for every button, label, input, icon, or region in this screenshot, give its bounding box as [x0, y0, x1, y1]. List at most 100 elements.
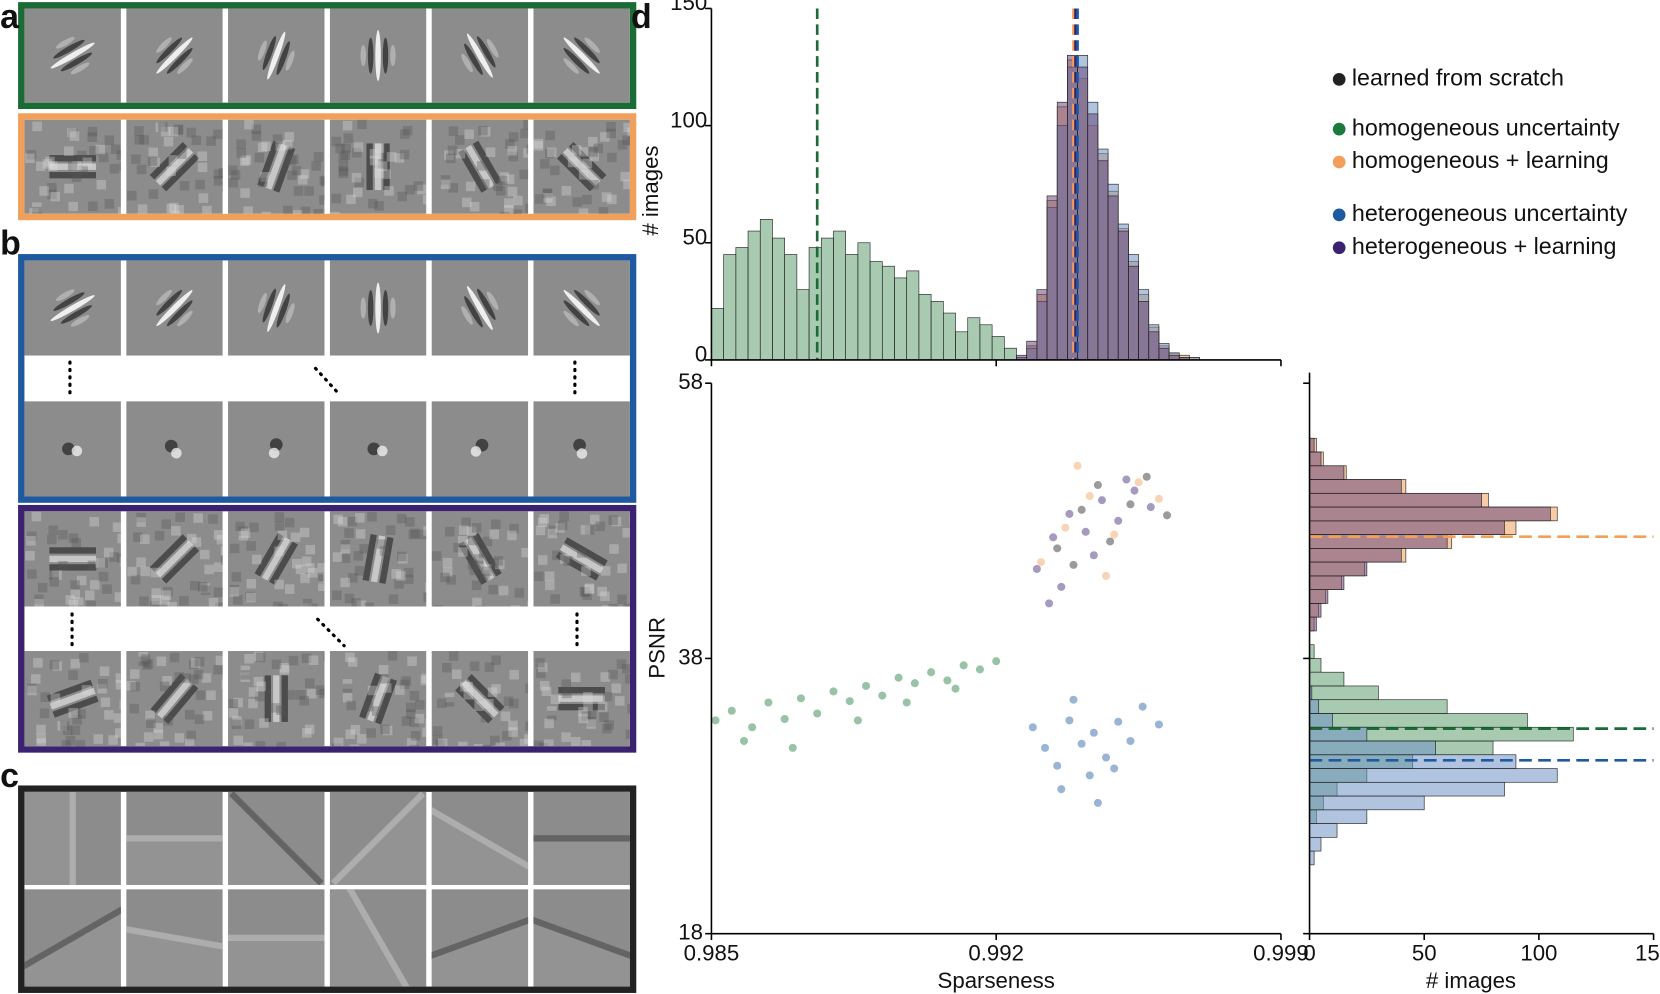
stripe — [53, 292, 85, 311]
edge — [330, 791, 426, 885]
stripe — [382, 290, 389, 327]
filter-tile — [228, 8, 325, 103]
noise — [491, 684, 501, 694]
filter-tile — [228, 119, 325, 214]
noise — [435, 739, 446, 747]
noise — [244, 719, 255, 729]
tile-pattern — [330, 791, 427, 885]
noise — [213, 587, 223, 598]
noise — [560, 554, 570, 564]
noise — [304, 186, 314, 196]
noise — [50, 693, 61, 703]
noise — [71, 707, 81, 717]
scatter-point — [902, 698, 911, 707]
noise — [251, 131, 262, 141]
noise — [239, 156, 250, 166]
scatter-point — [1093, 798, 1102, 807]
hist-bar — [1077, 66, 1089, 361]
noise — [113, 713, 121, 723]
noise — [320, 177, 325, 187]
noise — [246, 592, 256, 603]
noise — [345, 652, 355, 663]
noise — [270, 703, 280, 713]
stripe — [155, 148, 194, 186]
hist-bar — [1309, 740, 1436, 756]
noise — [385, 525, 396, 535]
noise — [78, 165, 89, 176]
noise — [415, 699, 425, 710]
noise — [195, 179, 205, 190]
noise — [315, 685, 325, 695]
stripe — [49, 564, 96, 571]
noise — [474, 560, 484, 571]
noise — [396, 513, 407, 524]
noise — [134, 134, 144, 145]
noise — [147, 156, 158, 166]
scatter-point — [739, 736, 749, 746]
hist-bar — [942, 312, 956, 361]
noise — [478, 548, 489, 558]
noise — [131, 154, 141, 164]
noise — [578, 713, 588, 724]
noise — [423, 194, 427, 205]
noise — [447, 145, 458, 156]
edge — [533, 835, 630, 842]
noise — [173, 124, 184, 135]
noise — [27, 685, 37, 696]
tile-pattern — [254, 532, 299, 585]
scatter-point — [1089, 728, 1098, 737]
noise — [423, 592, 427, 603]
noise — [117, 533, 121, 544]
filter-tile — [126, 401, 223, 497]
noise — [354, 177, 365, 188]
noise — [460, 681, 470, 692]
noise — [509, 669, 519, 680]
noise — [507, 213, 518, 214]
edge — [431, 913, 529, 963]
noise — [251, 124, 262, 134]
noise — [245, 591, 255, 602]
noise — [32, 202, 42, 212]
stripe — [60, 52, 93, 72]
noise — [583, 701, 593, 711]
noise — [260, 172, 270, 182]
noise — [578, 208, 589, 214]
noise — [184, 738, 195, 747]
noise — [308, 603, 318, 607]
hist-bar — [1026, 340, 1038, 361]
noise — [81, 685, 92, 695]
noise — [485, 147, 496, 157]
scatter-point — [975, 665, 984, 674]
noise — [26, 535, 36, 546]
noise — [168, 155, 179, 165]
stripe — [465, 537, 495, 581]
noise — [589, 180, 599, 190]
noise — [609, 544, 619, 554]
noise — [408, 529, 419, 540]
filter-tile — [24, 260, 121, 356]
hist-bar — [1309, 699, 1320, 714]
noise — [300, 206, 311, 214]
noise — [337, 516, 348, 527]
scatter-point — [1069, 695, 1078, 704]
stripe — [60, 305, 93, 324]
noise — [169, 652, 180, 663]
noise — [138, 652, 149, 662]
noise — [65, 735, 76, 746]
stripe — [49, 172, 96, 179]
noise — [323, 573, 325, 583]
tile-pattern — [329, 889, 413, 987]
noise — [504, 174, 515, 185]
noise — [490, 746, 500, 747]
noise — [356, 734, 367, 744]
noise — [555, 523, 565, 533]
stripe — [563, 310, 579, 327]
noise — [407, 656, 417, 666]
noise — [622, 528, 630, 538]
noise — [371, 706, 382, 716]
scatter-point — [829, 687, 838, 696]
noise — [588, 147, 598, 157]
noise — [297, 175, 308, 185]
tile-pattern — [149, 534, 200, 584]
